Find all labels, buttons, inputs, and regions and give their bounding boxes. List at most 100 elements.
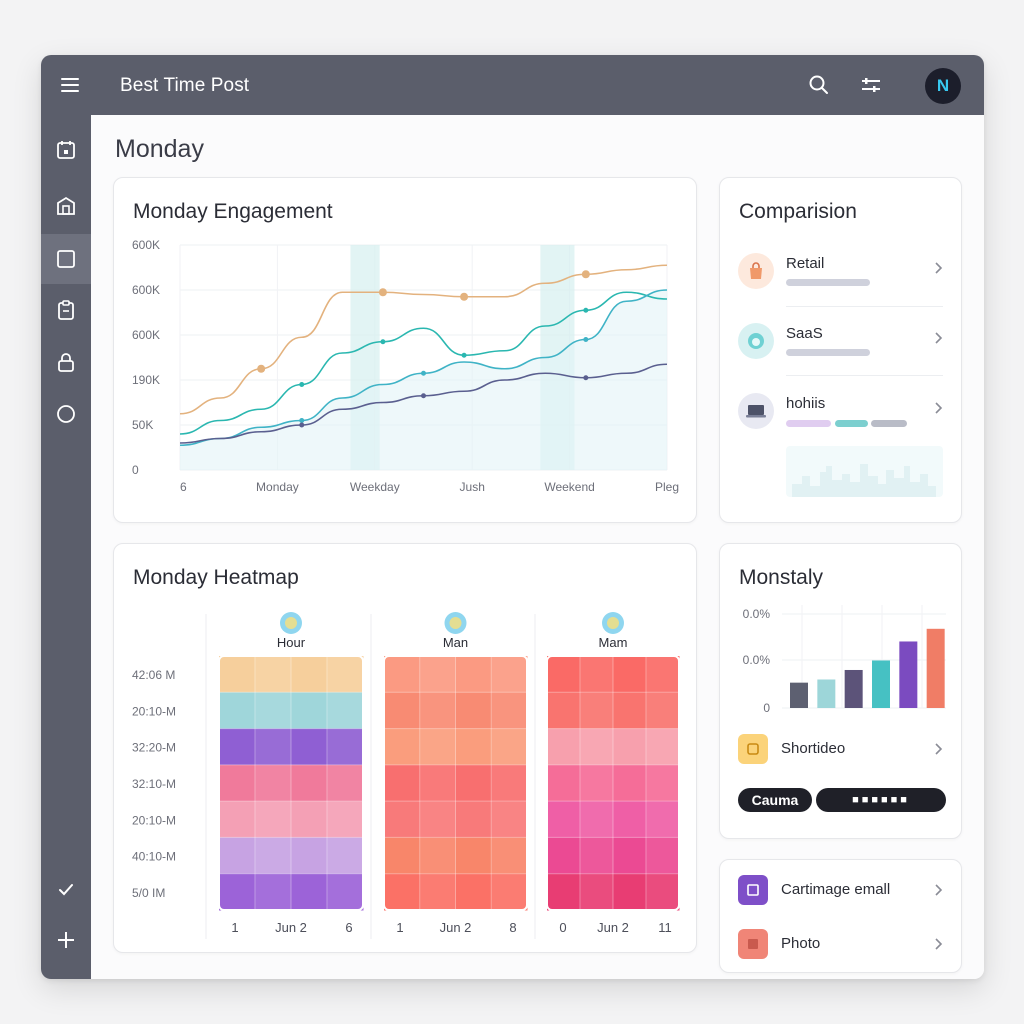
monthly-bar bbox=[790, 682, 808, 708]
monthly-y-tick: 0.0% bbox=[743, 607, 771, 621]
engagement-point bbox=[299, 382, 305, 387]
laptop-icon bbox=[738, 393, 774, 429]
heatmap-cell bbox=[219, 801, 256, 838]
comparison-card: Comparision Retail SaaS bbox=[719, 177, 962, 523]
comparison-label: SaaS bbox=[786, 325, 823, 342]
divider bbox=[786, 375, 943, 376]
heatmap-cell bbox=[327, 656, 364, 693]
heatmap-cell bbox=[646, 656, 680, 693]
sidebar-item-calendar[interactable] bbox=[41, 125, 91, 175]
engagement-y-tick: 190K bbox=[132, 373, 160, 387]
engagement-title: Monday Engagement bbox=[133, 200, 333, 223]
dots-pill[interactable]: ■■■■■■ bbox=[816, 788, 946, 812]
heatmap-cell bbox=[491, 692, 528, 730]
heatmap-cell bbox=[613, 837, 647, 875]
monthly-bar bbox=[817, 679, 836, 708]
chevron-right-icon bbox=[935, 332, 943, 344]
heatmap-cell bbox=[255, 764, 292, 802]
monthly-bar bbox=[926, 628, 945, 708]
engagement-x-tick: Monday bbox=[256, 480, 299, 494]
heatmap-cell bbox=[580, 764, 614, 802]
engagement-card: Monday Engagement 600K 600K 600K 190K 50K 0 6… bbox=[113, 177, 697, 523]
heatmap-x-label: Jun 2 bbox=[597, 920, 629, 935]
heatmap-cell bbox=[291, 837, 328, 875]
building-icon bbox=[57, 196, 75, 215]
chevron-right-icon bbox=[935, 938, 943, 950]
more-item-photo[interactable]: Photo bbox=[738, 924, 943, 964]
heatmap-cell bbox=[580, 728, 614, 766]
heatmap-y-label: 40:10-M bbox=[132, 850, 176, 864]
comparison-bar-2 bbox=[835, 420, 868, 427]
avatar[interactable]: N bbox=[925, 68, 961, 104]
sidebar-item-check[interactable] bbox=[41, 865, 91, 915]
engagement-point bbox=[461, 352, 467, 358]
heatmap-cell bbox=[419, 656, 456, 693]
square-icon bbox=[57, 250, 75, 268]
sidebar-item-add[interactable] bbox=[41, 915, 91, 965]
heatmap-column-header: Mam bbox=[599, 635, 628, 650]
heatmap-cell bbox=[547, 656, 581, 693]
sidebar bbox=[41, 115, 91, 979]
heatmap-cell bbox=[455, 801, 492, 838]
heatmap-x-label: Jun 2 bbox=[440, 920, 472, 935]
heatmap-y-label: 32:10-M bbox=[132, 777, 176, 791]
heatmap-cell bbox=[491, 764, 528, 802]
engagement-x-tick: Weekday bbox=[350, 480, 400, 494]
clipboard-icon bbox=[58, 300, 74, 320]
heatmap-column: Hour 1 Jun 2 6 bbox=[218, 612, 364, 935]
comparison-item-saas[interactable]: SaaS bbox=[738, 311, 943, 371]
heatmap-block-border bbox=[546, 655, 680, 911]
search-icon[interactable] bbox=[807, 73, 831, 97]
sidebar-item-building[interactable] bbox=[41, 181, 91, 231]
heatmap-cell bbox=[547, 837, 581, 875]
heatmap-cell bbox=[491, 656, 528, 693]
sidebar-item-lock[interactable] bbox=[41, 337, 91, 387]
monthly-item-label: Shortideo bbox=[781, 740, 846, 757]
heatmap-cell bbox=[255, 692, 292, 730]
engagement-x-tick: Pleg bbox=[655, 480, 679, 494]
more-item-cartimage[interactable]: Cartimage emall bbox=[738, 870, 943, 910]
engagement-y-tick: 50K bbox=[132, 418, 153, 432]
comparison-item-hohiis[interactable]: hohiis bbox=[738, 381, 943, 441]
sliders-icon[interactable] bbox=[859, 73, 883, 97]
monthly-y-tick: 0 bbox=[763, 701, 770, 715]
heatmap-x-label: 11 bbox=[658, 920, 672, 935]
heatmap-cell bbox=[291, 728, 328, 766]
heatmap-cell bbox=[291, 873, 328, 911]
globe-icon-core bbox=[449, 617, 462, 629]
heatmap-cell bbox=[580, 873, 614, 911]
heatmap-block-border bbox=[383, 655, 528, 911]
heatmap-x-label: Jun 2 bbox=[275, 920, 307, 935]
cloud-icon bbox=[738, 323, 774, 359]
photo-icon bbox=[738, 929, 768, 959]
monthly-card: Monstaly 0.0% 0.0% 0 Shortideo Cauma ■■■■■… bbox=[719, 543, 962, 839]
engagement-point bbox=[421, 370, 426, 376]
heatmap-cell bbox=[580, 837, 614, 875]
chevron-right-icon bbox=[935, 402, 943, 414]
comparison-label: hohiis bbox=[786, 395, 826, 412]
monthly-bar bbox=[899, 641, 918, 708]
sidebar-item-circle[interactable] bbox=[41, 389, 91, 439]
heatmap-title: Monday Heatmap bbox=[133, 566, 299, 589]
cauma-pill[interactable]: Cauma bbox=[738, 788, 812, 812]
menu-icon[interactable] bbox=[59, 76, 81, 94]
image-frame-icon bbox=[738, 875, 768, 905]
heatmap-cell bbox=[646, 692, 680, 730]
comparison-bar-1 bbox=[786, 420, 831, 427]
monthly-item-shortideo[interactable]: Shortideo bbox=[738, 729, 943, 769]
chevron-right-icon bbox=[935, 884, 943, 896]
comparison-bar bbox=[786, 279, 870, 286]
shopping-bag-icon bbox=[738, 253, 774, 289]
heatmap-cell bbox=[327, 692, 364, 730]
comparison-item-retail[interactable]: Retail bbox=[738, 241, 943, 301]
heatmap-cell bbox=[613, 801, 647, 838]
heatmap-cell bbox=[491, 873, 528, 911]
sidebar-item-square[interactable] bbox=[41, 234, 91, 284]
divider bbox=[786, 306, 943, 307]
heatmap-cell bbox=[613, 656, 647, 693]
monthly-bar-chart: 0.0% 0.0% 0 bbox=[743, 605, 946, 715]
heatmap-cell bbox=[327, 764, 364, 802]
sidebar-item-clipboard[interactable] bbox=[41, 285, 91, 335]
heatmap-cell bbox=[384, 656, 421, 693]
heatmap-cell bbox=[384, 764, 421, 802]
